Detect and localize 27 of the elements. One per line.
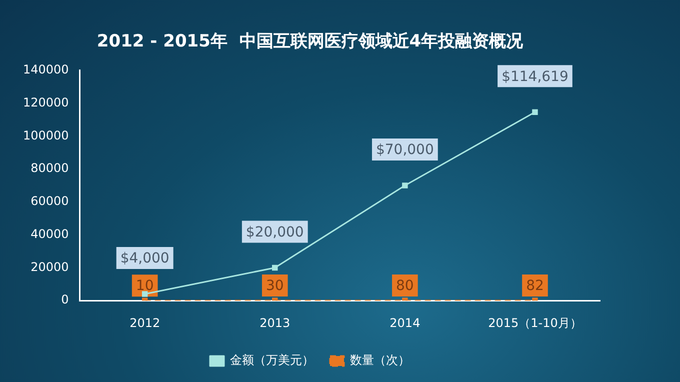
point: [142, 291, 148, 297]
x-tick-label: 2013: [260, 316, 290, 330]
x-tick-label: 2012: [130, 316, 160, 330]
point: [532, 109, 538, 116]
x-tick-label: 2015（1-10月）: [488, 316, 582, 330]
y-tick-label: 60000: [30, 194, 69, 208]
point: [402, 182, 408, 188]
chart-title: 2012 - 2015年 中国互联网医疗领域近4年投融资概况: [96, 32, 524, 52]
data-label: $4,000: [120, 250, 170, 267]
x-tick-label: 2014: [390, 316, 420, 330]
y-tick-label: 80000: [30, 161, 69, 176]
data-label: 82: [526, 278, 544, 294]
y-tick-label: 20000: [30, 260, 69, 274]
legend-label: 金额（万美元）: [230, 353, 314, 368]
data-label: $20,000: [246, 224, 304, 240]
y-tick-label: 100000: [22, 128, 69, 142]
data-label: $70,000: [376, 142, 434, 158]
point: [272, 264, 278, 271]
data-label: 30: [266, 278, 284, 294]
y-tick-label: 120000: [22, 95, 69, 110]
y-tick-label: 0: [61, 292, 69, 307]
data-label: 80: [396, 278, 414, 294]
data-label: 10: [136, 278, 154, 294]
legend-label: 数量（次）: [350, 353, 410, 368]
y-tick-label: 140000: [22, 62, 69, 77]
data-label: $114,619: [502, 68, 568, 85]
y-tick-label: 40000: [30, 226, 69, 241]
